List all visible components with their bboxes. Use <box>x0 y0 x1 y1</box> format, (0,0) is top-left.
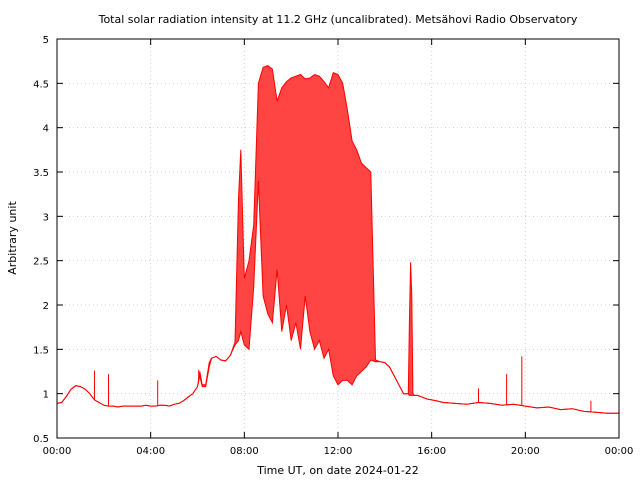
x-tick-label: 00:00 <box>43 446 72 457</box>
y-tick-label: 1.5 <box>33 345 49 356</box>
y-tick-label: 4.5 <box>33 79 49 90</box>
x-tick-label: 08:00 <box>230 446 259 457</box>
y-tick-label: 2.5 <box>33 257 49 268</box>
x-tick-label: 20:00 <box>511 446 540 457</box>
series-band <box>57 65 619 414</box>
y-tick-label: 5 <box>43 35 49 46</box>
y-tick-label: 1 <box>43 390 49 401</box>
x-tick-label: 04:00 <box>136 446 165 457</box>
y-tick-label: 0.5 <box>33 434 49 445</box>
y-tick-label: 3 <box>43 212 49 223</box>
series-line-lower <box>56 180 619 414</box>
x-axis-label: Time UT, on date 2024-01-22 <box>256 464 419 477</box>
y-tick-label: 2 <box>43 301 49 312</box>
x-tick-label: 16:00 <box>417 446 446 457</box>
axis-layer: 00:00 04:00 08:00 12:00 16:00 20:00 00:000.511… <box>33 35 633 457</box>
x-tick-label: 00:00 <box>605 446 634 457</box>
data-layer <box>56 65 619 414</box>
y-tick-label: 4 <box>43 124 49 135</box>
x-tick-label: 12:00 <box>324 446 353 457</box>
chart-title: Total solar radiation intensity at 11.2 … <box>98 13 578 26</box>
y-tick-label: 3.5 <box>33 168 49 179</box>
y-axis-label: Arbitrary unit <box>6 201 19 275</box>
